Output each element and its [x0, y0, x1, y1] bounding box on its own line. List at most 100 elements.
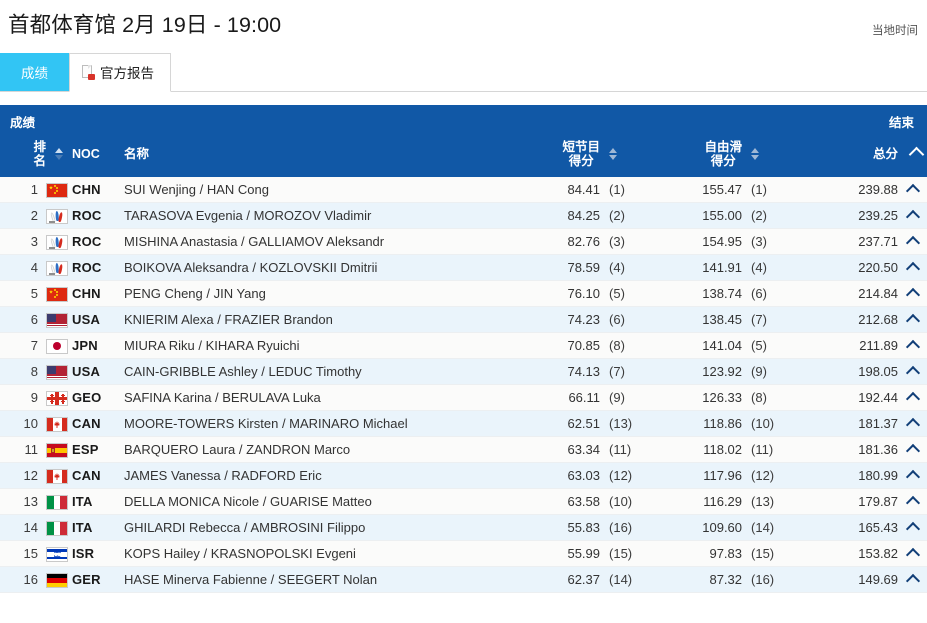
page-title: 首都体育馆 2月 19日 - 19:00 [8, 13, 282, 37]
chevron-up-icon[interactable] [905, 418, 920, 433]
chevron-up-icon[interactable] [905, 548, 920, 563]
row-short-program-position: (2) [600, 202, 655, 230]
sort-toggle-total[interactable] [898, 136, 927, 177]
table-row[interactable]: 9 GEO SAFINA Karina / BERULAVA Luka 66.11 (9… [0, 384, 927, 412]
row-expand-toggle[interactable] [898, 384, 927, 412]
row-expand-toggle[interactable] [898, 228, 927, 256]
row-athlete-name: MIURA Riku / KIHARA Ryuichi [116, 332, 515, 360]
chevron-up-icon[interactable] [905, 444, 920, 459]
table-row[interactable]: 2 ROC TARASOVA Evgenia / MOROZOV Vladimir 8… [0, 202, 927, 230]
column-header-noc[interactable]: NOC [72, 136, 116, 177]
sort-toggle-short-program[interactable] [600, 136, 655, 177]
row-short-program-position: (13) [600, 410, 655, 438]
row-noc: JPN [72, 332, 116, 360]
row-flag-cell [46, 202, 72, 230]
row-expand-toggle[interactable] [898, 540, 927, 568]
chevron-up-icon[interactable] [905, 470, 920, 485]
table-row[interactable]: 16 GER HASE Minerva Fabienne / SEEGERT Nol… [0, 566, 927, 594]
row-flag-cell [46, 332, 72, 360]
row-short-program-score: 82.76 [514, 228, 601, 256]
table-row[interactable]: 12 CAN JAMES Vanessa / RADFORD Eric 63.03 (1… [0, 462, 927, 490]
table-row[interactable]: 6 USA KNIERIM Alexa / FRAZIER Brandon 74.23… [0, 306, 927, 334]
column-header-rank[interactable]: 排 名 [0, 136, 46, 177]
row-athlete-name: PENG Cheng / JIN Yang [116, 280, 515, 308]
table-row[interactable]: 13 ITA DELLA MONICA Nicole / GUARISE Matte… [0, 488, 927, 516]
column-header-fs-line2: 得分 [710, 153, 736, 168]
chevron-up-icon[interactable] [905, 392, 920, 407]
row-expand-toggle[interactable] [898, 202, 927, 230]
table-row[interactable]: 11 ESP BARQUERO Laura / ZANDRON Marco 63.34… [0, 436, 927, 464]
chevron-up-icon[interactable] [905, 184, 920, 199]
row-expand-toggle[interactable] [898, 514, 927, 542]
chevron-up-icon[interactable] [905, 288, 920, 303]
row-short-program-score: 63.03 [514, 462, 601, 490]
row-rank: 9 [0, 384, 46, 412]
column-header-free-skating[interactable]: 自由滑 得分 [654, 136, 743, 177]
row-expand-toggle[interactable] [898, 358, 927, 386]
row-expand-toggle[interactable] [898, 280, 927, 308]
sort-toggle-rank[interactable] [46, 136, 72, 177]
row-free-skating-score: 118.86 [654, 410, 743, 438]
tab-official-report[interactable]: 官方报告 [69, 52, 171, 92]
local-time-label: 当地时间 [872, 25, 918, 37]
sort-icon-free-skating[interactable] [751, 147, 760, 160]
table-row[interactable]: 8 USA CAIN-GRIBBLE Ashley / LEDUC Timothy 7… [0, 358, 927, 386]
chevron-up-icon[interactable] [905, 314, 920, 329]
sort-ascending-icon[interactable] [908, 147, 924, 163]
column-header-total[interactable]: 总分 [798, 136, 899, 177]
table-row[interactable]: 14 ITA GHILARDI Rebecca / AMBROSINI Filipp… [0, 514, 927, 542]
row-total-score: 165.43 [798, 514, 899, 542]
table-row[interactable]: 5 CHN PENG Cheng / JIN Yang 76.10 (5) 138.74(… [0, 280, 927, 308]
table-row[interactable]: 1 CHN SUI Wenjing / HAN Cong 84.41 (1) 155.47… [0, 176, 927, 204]
chevron-up-icon[interactable] [905, 574, 920, 589]
column-header-rank-line2: 名 [33, 153, 46, 168]
row-noc: ITA [72, 488, 116, 516]
flag-icon-roc [46, 234, 68, 250]
flag-icon-ita [46, 494, 68, 510]
chevron-up-icon[interactable] [905, 522, 920, 537]
sort-icon-short-program[interactable] [609, 147, 618, 160]
sort-icon-rank[interactable] [55, 147, 63, 160]
row-noc: USA [72, 358, 116, 386]
chevron-up-icon[interactable] [905, 236, 920, 251]
row-expand-toggle[interactable] [898, 332, 927, 360]
column-header-fs-line1: 自由滑 [704, 139, 743, 154]
row-short-program-position: (11) [600, 436, 655, 464]
row-expand-toggle[interactable] [898, 176, 927, 204]
tab-results[interactable]: 成绩 [0, 52, 69, 91]
row-free-skating-position: (2) [742, 202, 799, 230]
row-expand-toggle[interactable] [898, 410, 927, 438]
column-header-short-program[interactable]: 短节目 得分 [514, 136, 601, 177]
row-free-skating-score: 138.74 [654, 280, 743, 308]
flag-icon-jpn [46, 338, 68, 354]
table-row[interactable]: 3 ROC MISHINA Anastasia / GALLIAMOV Aleksa… [0, 228, 927, 256]
row-expand-toggle[interactable] [898, 566, 927, 594]
chevron-up-icon[interactable] [905, 262, 920, 277]
row-expand-toggle[interactable] [898, 254, 927, 282]
chevron-up-icon[interactable] [905, 210, 920, 225]
table-row[interactable]: 10 CAN MOORE-TOWERS Kirsten / MARINARO Mic… [0, 410, 927, 438]
row-rank: 16 [0, 566, 46, 594]
flag-icon-can [46, 416, 68, 432]
chevron-up-icon[interactable] [905, 496, 920, 511]
row-free-skating-score: 97.83 [654, 540, 743, 568]
row-free-skating-score: 141.04 [654, 332, 743, 360]
row-expand-toggle[interactable] [898, 436, 927, 464]
row-free-skating-score: 109.60 [654, 514, 743, 542]
column-header-name[interactable]: 名称 [116, 136, 515, 177]
row-free-skating-position: (6) [742, 280, 799, 308]
chevron-up-icon[interactable] [905, 340, 920, 355]
flag-icon-esp [46, 442, 68, 458]
table-row[interactable]: 15 ISR KOPS Hailey / KRASNOPOLSKI Evgeni 55… [0, 540, 927, 568]
chevron-up-icon[interactable] [905, 366, 920, 381]
sort-toggle-free-skating[interactable] [742, 136, 799, 177]
row-expand-toggle[interactable] [898, 462, 927, 490]
row-short-program-position: (12) [600, 462, 655, 490]
row-total-score: 149.69 [798, 566, 899, 594]
row-expand-toggle[interactable] [898, 488, 927, 516]
table-row[interactable]: 7 JPN MIURA Riku / KIHARA Ryuichi 70.85 (8) 1… [0, 332, 927, 360]
row-expand-toggle[interactable] [898, 306, 927, 334]
row-rank: 12 [0, 462, 46, 490]
table-row[interactable]: 4 ROC BOIKOVA Aleksandra / KOZLOVSKII Dmit… [0, 254, 927, 282]
row-short-program-position: (16) [600, 514, 655, 542]
